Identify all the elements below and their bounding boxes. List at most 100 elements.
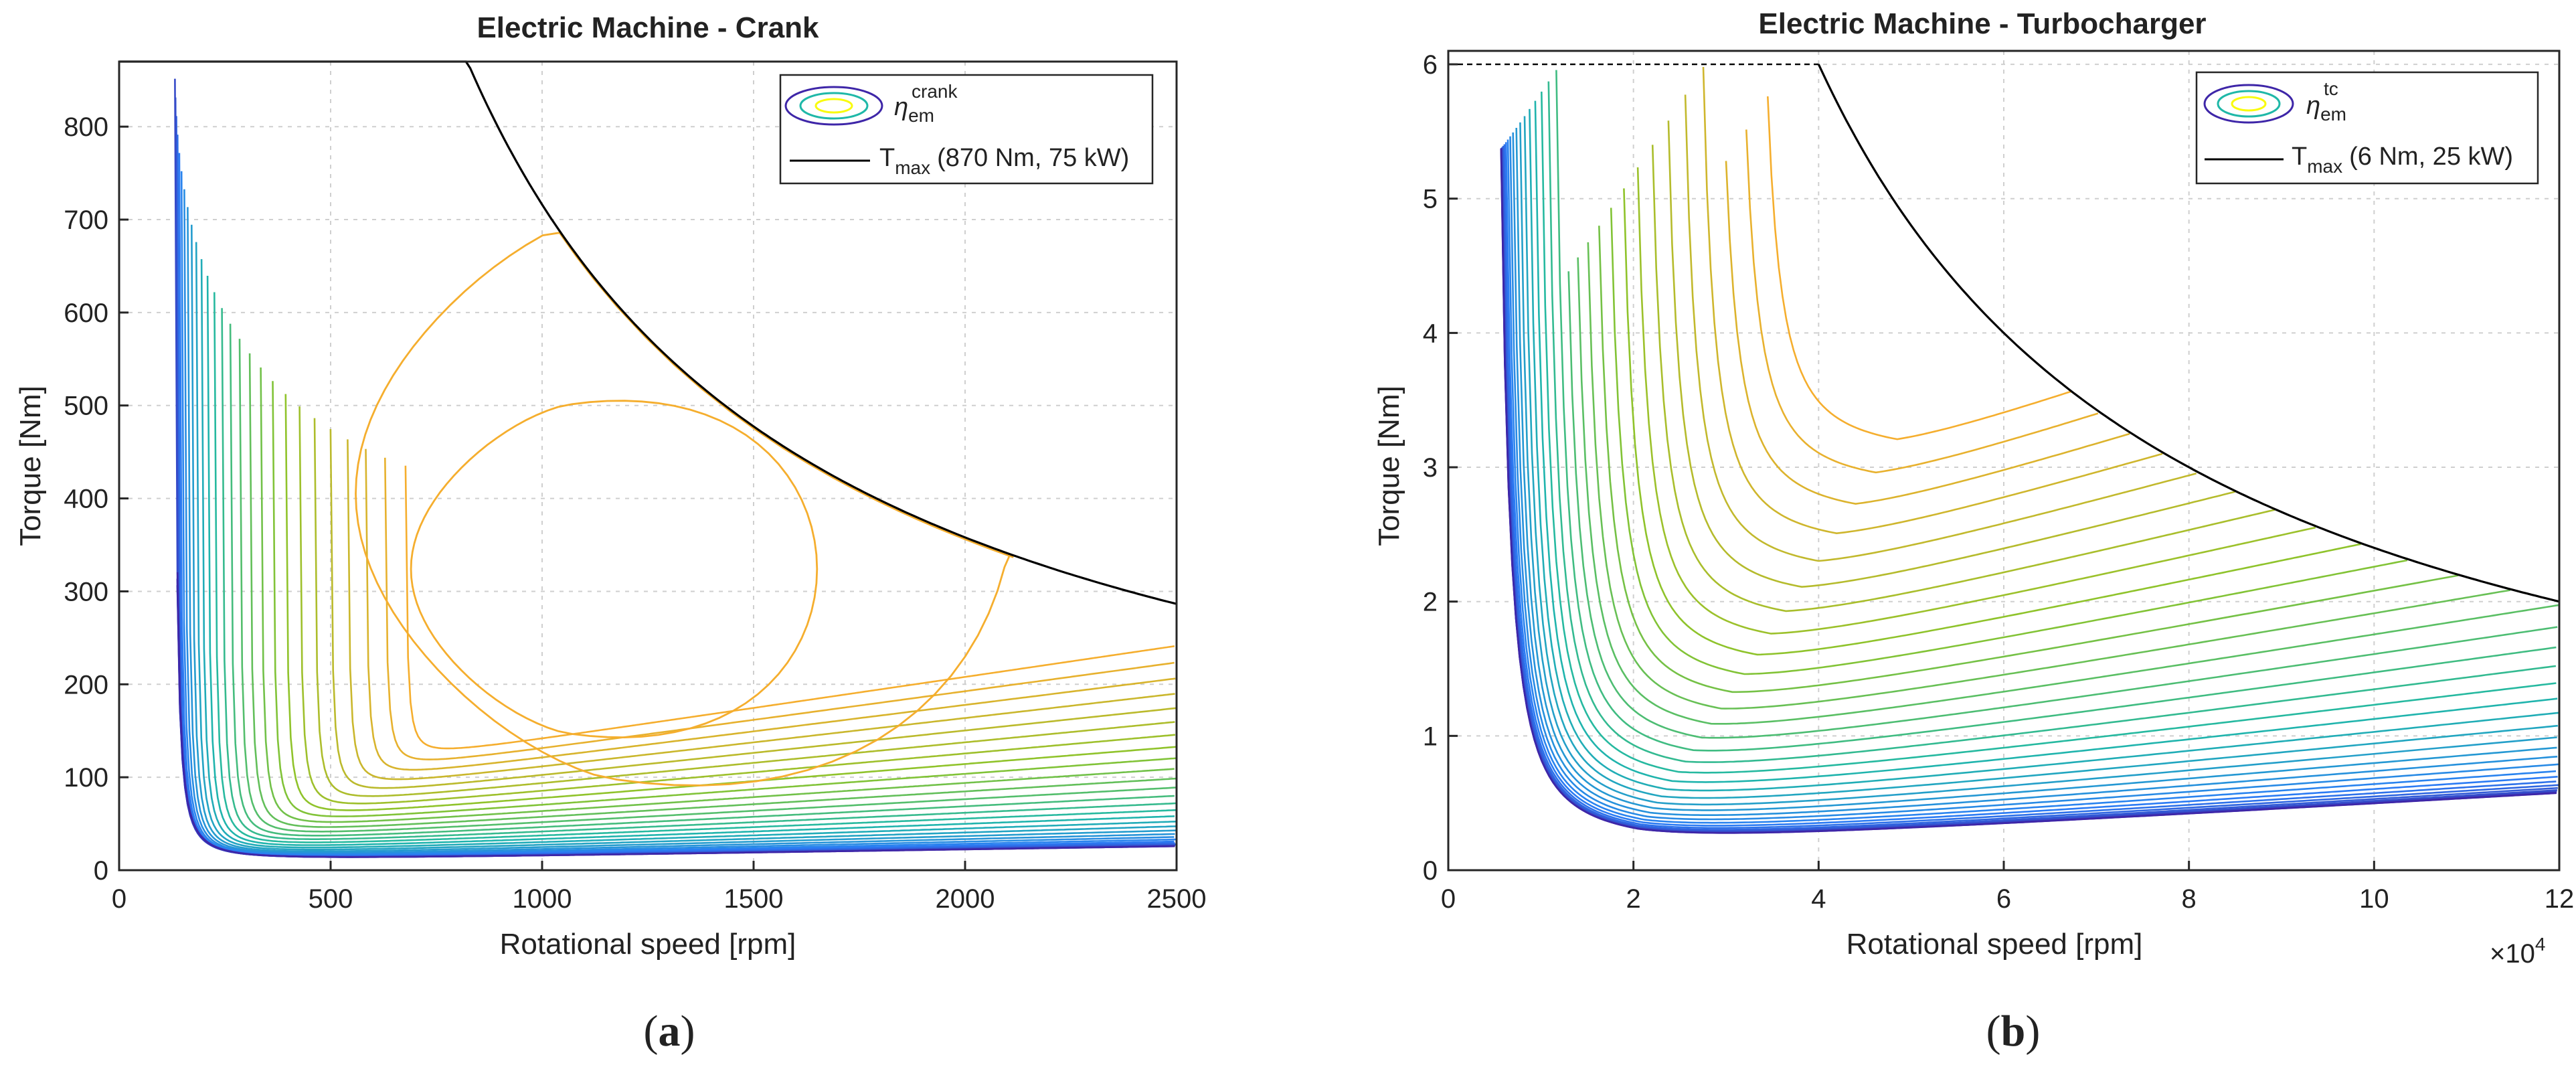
contour-line <box>260 367 1175 823</box>
y-tick-label: 4 <box>1423 319 1438 348</box>
panel-b-x-multiplier: ×104 <box>2490 934 2545 969</box>
contour-line <box>1501 147 2558 832</box>
contour-line <box>313 418 1175 797</box>
x-tick-label: 1000 <box>513 884 572 914</box>
panel-b: Electric Machine - Turbocharger 0 2 4 6 8 10 1… <box>1373 7 2574 1056</box>
y-tick-label: 300 <box>64 577 108 606</box>
contour-line <box>1684 94 2197 562</box>
contour-line <box>1702 67 2163 535</box>
closed-contour <box>410 400 819 739</box>
contour-line <box>1725 161 2130 505</box>
contour-line <box>206 275 1175 846</box>
max-torque-line <box>1817 64 2560 603</box>
legend-a-line-label: Tmax (870 Nm, 75 kW) <box>879 144 1129 178</box>
contour-line <box>200 259 1177 849</box>
contour-line <box>229 323 1175 837</box>
panel-a-ticks: 0 500 1000 1500 2000 2500 0 100 200 300 400 500 600 7… <box>64 112 1206 914</box>
legend-a-contour-superscript: crank <box>912 81 958 102</box>
panel-a-caption: (a) <box>644 1007 695 1056</box>
panel-a-y-label: Torque [Nm] <box>14 386 47 546</box>
contour-line <box>347 439 1175 781</box>
contour-line <box>1767 96 2072 440</box>
panel-b-contours <box>1500 67 2560 834</box>
panel-b-y-label: Torque [Nm] <box>1373 386 1405 546</box>
contour-line <box>1610 208 2408 675</box>
panel-a-contours <box>174 78 1177 858</box>
contour-line <box>187 207 1175 854</box>
contour-line <box>384 457 1175 760</box>
x-tick-label: 0 <box>1441 884 1456 914</box>
contour-line <box>175 116 1177 857</box>
contour-line <box>365 448 1176 771</box>
contour-line <box>1505 142 2558 827</box>
panel-a-legend: ηem crank Tmax (870 Nm, 75 kW) <box>779 74 1154 185</box>
contour-line <box>1555 70 2557 752</box>
x-tick-label: 6 <box>1996 884 2011 914</box>
contour-line <box>1519 122 2557 806</box>
x-tick-label: 12 <box>2545 884 2575 914</box>
contour-line <box>221 308 1177 840</box>
panel-a-x-label: Rotational speed [rpm] <box>500 928 796 961</box>
y-tick-label: 1 <box>1423 722 1438 751</box>
contour-line <box>1623 188 2361 656</box>
contour-line <box>1503 144 2557 829</box>
legend-b-line-label: Tmax (6 Nm, 25 kW) <box>2292 143 2513 177</box>
contour-line <box>238 339 1177 833</box>
y-tick-label: 100 <box>64 763 108 793</box>
x-tick-label: 4 <box>1811 884 1826 914</box>
contour-line <box>1577 257 2560 725</box>
y-tick-label: 0 <box>1423 856 1438 886</box>
x-tick-label: 1500 <box>724 884 784 914</box>
contour-line <box>213 292 1177 843</box>
contour-line <box>1512 132 2558 816</box>
closed-contour <box>355 232 1014 787</box>
contour-line <box>195 242 1176 851</box>
contour-line <box>178 153 1175 857</box>
x-tick-label: 8 <box>2182 884 2197 914</box>
x-tick-label: 10 <box>2359 884 2389 914</box>
contour-line <box>1541 91 2557 774</box>
contour-line <box>183 189 1175 855</box>
contour-line <box>1567 271 2558 739</box>
x-tick-label: 2000 <box>936 884 995 914</box>
contour-line <box>272 381 1177 817</box>
contour-line <box>1502 145 2559 831</box>
contour-line <box>1651 145 2276 612</box>
contour-line <box>1523 116 2558 799</box>
contour-line <box>284 394 1177 811</box>
contour-line <box>1515 127 2557 811</box>
panel-b-max-torque <box>1448 63 2560 603</box>
contour-line <box>1745 129 2099 474</box>
legend-b-contour-label: ηem <box>2306 92 2346 125</box>
contour-line <box>1507 139 2557 824</box>
panel-b-x-label: Rotational speed [rpm] <box>1847 928 2143 961</box>
y-tick-label: 2 <box>1423 588 1438 617</box>
contour-line <box>1667 120 2235 588</box>
contour-line <box>298 406 1176 805</box>
contour-line <box>1534 100 2558 783</box>
contour-line <box>329 428 1176 789</box>
contour-line <box>248 353 1177 828</box>
contour-line <box>191 224 1177 853</box>
y-tick-label: 400 <box>64 485 108 514</box>
contour-line <box>1598 226 2459 693</box>
contour-line <box>1587 242 2510 710</box>
panel-a-title: Electric Machine - Crank <box>477 11 819 44</box>
contour-line <box>176 572 1175 858</box>
contour-line <box>174 97 1176 858</box>
panel-b-legend: ηem tc Tmax (6 Nm, 25 kW) <box>2195 71 2539 185</box>
y-tick-label: 3 <box>1423 453 1438 483</box>
y-tick-label: 0 <box>94 856 108 886</box>
contour-line <box>1636 167 2316 635</box>
legend-a-contour-label: ηem <box>894 93 934 126</box>
contour-line <box>1500 148 2557 834</box>
y-tick-label: 800 <box>64 112 108 142</box>
y-tick-label: 5 <box>1423 185 1438 214</box>
contour-line <box>1509 136 2559 821</box>
x-tick-label: 0 <box>112 884 126 914</box>
y-tick-label: 700 <box>64 206 108 235</box>
panel-b-caption: (b) <box>1986 1007 2041 1056</box>
